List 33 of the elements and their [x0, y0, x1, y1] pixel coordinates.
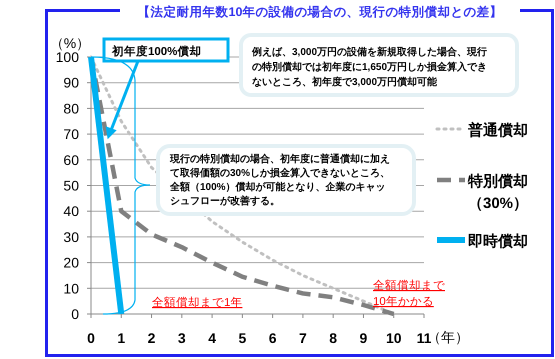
x-tick-label: 6: [268, 330, 277, 346]
y-tick-label: 90: [63, 74, 80, 91]
annotation: 全額償却まで10年かかる: [373, 278, 446, 308]
annotation: 現行の特別償却の場合、初年度に普通償却に加えて取得価額の30%しか損金算入できないところ、全額（100%）償却が可能となり、企業のキャッシュフローが改善する。: [169, 153, 390, 207]
legend-label: 特別償却（30%）: [467, 173, 528, 212]
x-tick-label: 1: [117, 330, 126, 346]
y-tick-label: 30: [63, 228, 80, 245]
y-axis-title: （%）: [50, 35, 90, 51]
chart-title: 【法定耐用年数10年の設備の場合の、現行の特別償却との差】: [138, 4, 502, 19]
x-tick-label: 4: [208, 330, 216, 346]
x-tick-label: 9: [360, 330, 368, 346]
x-tick-label: 5: [238, 330, 246, 346]
x-tick-label: 11: [416, 330, 432, 346]
y-tick-label: 100: [56, 49, 80, 65]
x-tick-label: 3: [178, 330, 186, 346]
y-tick-label: 50: [63, 178, 80, 194]
x-tick-label: 8: [329, 330, 338, 346]
x-tick-label: 7: [299, 330, 308, 346]
annotation: 全額償却まで1年: [152, 295, 242, 309]
y-tick-label: 70: [63, 126, 80, 142]
y-tick-label: 20: [63, 254, 80, 271]
y-tick-label: 80: [63, 100, 80, 116]
y-tick-label: 0: [71, 306, 80, 322]
y-tick-label: 60: [63, 152, 80, 168]
y-tick-label: 40: [63, 203, 80, 220]
y-tick-label: 10: [63, 280, 80, 296]
legend-label: 普通償却: [467, 121, 528, 139]
x-tick-label: 0: [87, 330, 96, 346]
annotation: 初年度100%償却: [111, 44, 202, 58]
legend-label: 即時償却: [468, 233, 528, 250]
x-tick-label: 10: [386, 330, 402, 346]
x-tick-label: 2: [148, 330, 156, 346]
annotation: 例えば、3,000万円の設備を新規取得した場合、現行の特別償却では初年度に1,650万円しか損金算入できないところ、初年度で3,000万円償却可能: [251, 46, 488, 88]
